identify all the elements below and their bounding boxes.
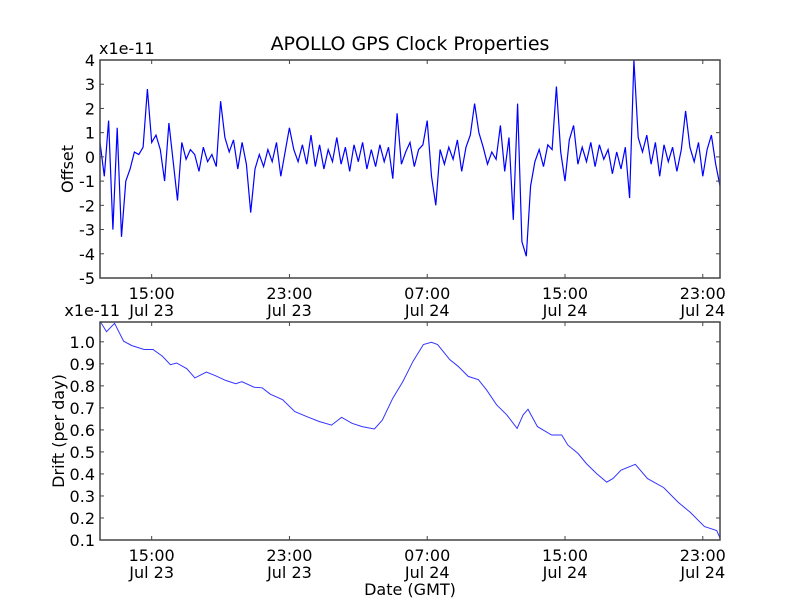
offset-series-line [100, 60, 720, 257]
y-tick-label: 4 [85, 51, 95, 70]
y-tick-label: 0.1 [70, 531, 95, 550]
y-tick-label: 0.8 [70, 377, 95, 396]
y-axis-label: Drift (per day) [49, 374, 68, 488]
x-tick-label-date: Jul 24 [404, 301, 450, 320]
y-tick-label: -5 [79, 269, 95, 288]
chart-title: APOLLO GPS Clock Properties [271, 33, 550, 55]
x-tick-label-time: 07:00 [404, 546, 450, 565]
offset-frame [99, 59, 721, 279]
x-tick-label-date: Jul 23 [266, 563, 312, 582]
x-tick-label-date: Jul 24 [542, 301, 588, 320]
y-tick-label: 0.5 [70, 443, 95, 462]
x-tick-label-date: Jul 23 [128, 301, 174, 320]
y-tick-label: 3 [85, 75, 95, 94]
y-tick-label: 2 [85, 99, 95, 118]
y-tick-label: -4 [79, 245, 95, 264]
y-tick-label: -1 [79, 172, 95, 191]
y-offset-text: x1e-11 [99, 39, 155, 58]
x-tick-label-time: 15:00 [129, 284, 175, 303]
y-axis-label: Offset [58, 145, 77, 193]
y-tick-label: 0.9 [70, 355, 95, 374]
y-tick-label: -2 [79, 196, 95, 215]
x-tick-label-date: Jul 24 [679, 563, 725, 582]
y-tick-label: 1.0 [70, 333, 95, 352]
x-tick-label-date: Jul 23 [266, 301, 312, 320]
drift-frame [99, 321, 721, 541]
x-tick-label-time: 07:00 [404, 284, 450, 303]
y-tick-label: 0.2 [70, 509, 95, 528]
x-tick-label-time: 15:00 [542, 284, 588, 303]
y-tick-label: 0.7 [70, 399, 95, 418]
y-offset-text: x1e-11 [64, 301, 120, 320]
x-tick-label-date: Jul 24 [542, 563, 588, 582]
x-tick-label-time: 23:00 [680, 284, 726, 303]
y-tick-label: -3 [79, 221, 95, 240]
x-tick-label-time: 15:00 [129, 546, 175, 565]
drift-series-line [100, 322, 720, 539]
x-axis-label: Date (GMT) [364, 580, 456, 599]
x-tick-label-date: Jul 24 [679, 301, 725, 320]
y-tick-label: 0.3 [70, 487, 95, 506]
x-tick-label-date: Jul 24 [404, 563, 450, 582]
x-tick-label-time: 23:00 [680, 546, 726, 565]
y-tick-label: 1 [85, 124, 95, 143]
y-tick-label: 0.6 [70, 421, 95, 440]
x-tick-label-time: 23:00 [266, 546, 312, 565]
y-tick-label: 0 [85, 148, 95, 167]
x-tick-label-time: 15:00 [542, 546, 588, 565]
y-tick-label: 0.4 [70, 465, 95, 484]
x-tick-label-date: Jul 23 [128, 563, 174, 582]
x-tick-label-time: 23:00 [266, 284, 312, 303]
